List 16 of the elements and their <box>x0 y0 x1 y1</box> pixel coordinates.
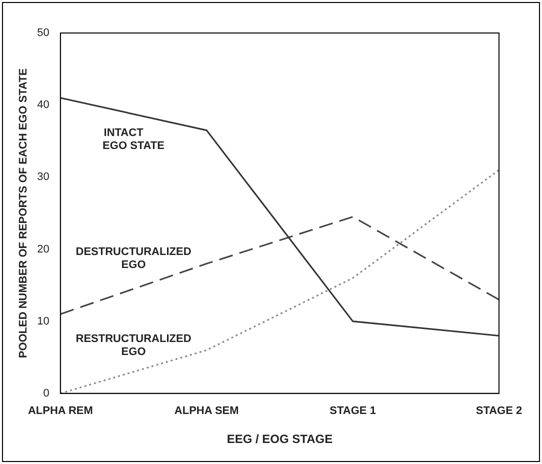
x-tick-label: STAGE 1 <box>330 405 376 418</box>
y-axis-title: POOLED NUMBER OF REPORTS OF EACH EGO STATE <box>18 68 30 358</box>
y-tick-label: 20 <box>37 243 50 256</box>
x-tick-label: ALPHA REM <box>28 405 93 418</box>
y-tick-label: 10 <box>37 315 50 328</box>
x-tick-label: ALPHA SEM <box>174 405 239 418</box>
y-tick-label: 0 <box>43 387 50 400</box>
y-tick-label: 30 <box>37 171 50 184</box>
x-tick-label: STAGE 2 <box>476 405 522 418</box>
series-label: RESTRUCTURALIZED EGO <box>76 332 192 358</box>
line-series <box>60 216 500 315</box>
x-axis-title: EEG / EOG STAGE <box>226 432 333 446</box>
y-tick-label: 50 <box>37 27 50 40</box>
series-label: INTACT EGO STATE <box>102 127 164 152</box>
y-tick-label: 40 <box>37 99 50 112</box>
series-label: DESTRUCTURALIZED EGO <box>76 246 192 271</box>
